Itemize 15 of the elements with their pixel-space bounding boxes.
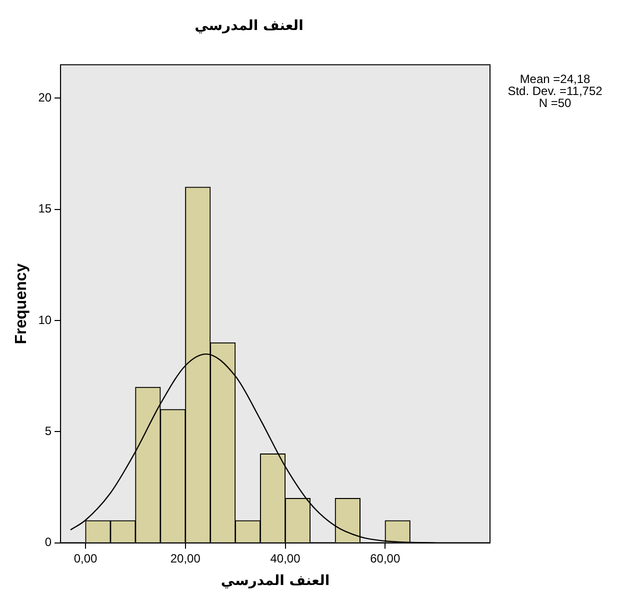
x-tick-label: 20,00 xyxy=(170,551,201,566)
x-axis-title: العنف المدرسي xyxy=(220,573,330,590)
y-tick-label: 5 xyxy=(44,424,52,438)
text: Mean =24,18 xyxy=(520,72,591,86)
text: N =50 xyxy=(538,96,572,110)
x-tick-label: 0,00 xyxy=(74,551,98,566)
y-axis-title: Frequency xyxy=(13,263,30,344)
x-tick-label: 40,00 xyxy=(270,551,301,566)
x-tick-label: 60,00 xyxy=(370,551,400,566)
chart-title: العنف المدرسي xyxy=(194,18,304,34)
y-tick-label: 20 xyxy=(38,90,52,104)
y-tick-label: 15 xyxy=(38,202,52,216)
text: Std. Dev. =11,752 xyxy=(508,84,603,98)
y-tick-label: 0 xyxy=(44,535,52,550)
y-tick-label: 10 xyxy=(38,312,52,327)
